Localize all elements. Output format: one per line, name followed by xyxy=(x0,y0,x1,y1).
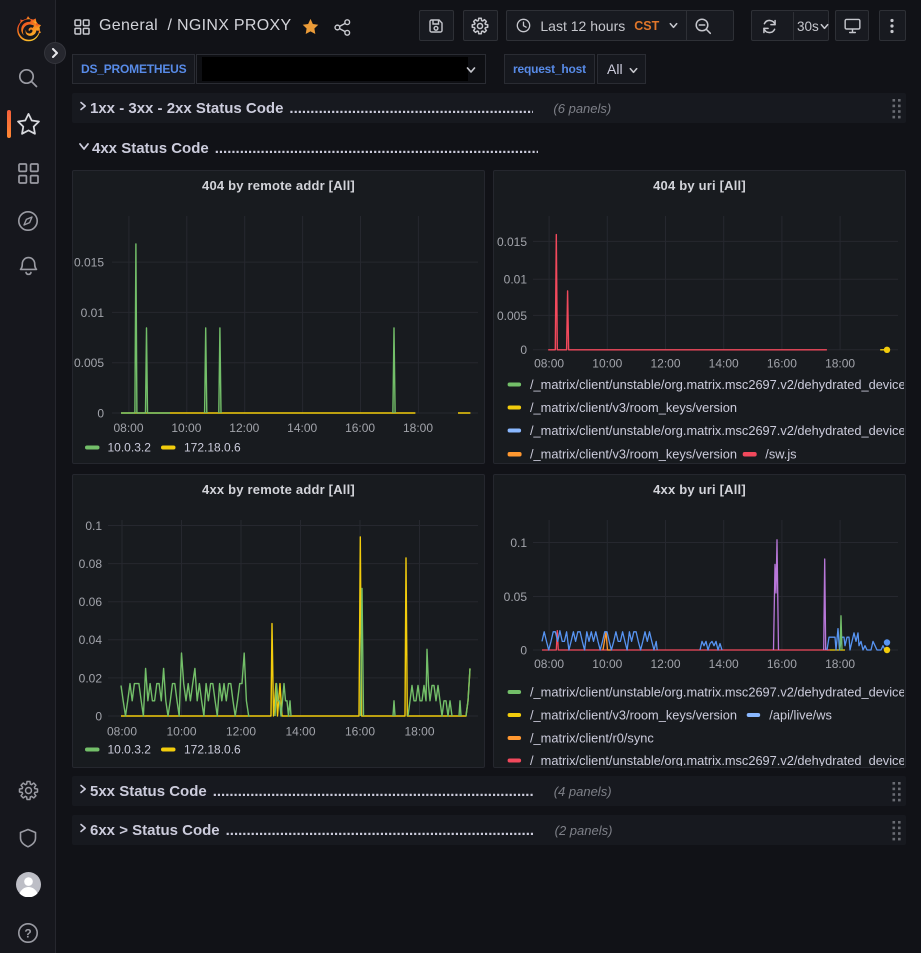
svg-text:0.02: 0.02 xyxy=(79,671,103,685)
svg-text:10:00: 10:00 xyxy=(166,725,196,739)
svg-text:12:00: 12:00 xyxy=(650,657,680,671)
svg-text:12:00: 12:00 xyxy=(650,357,680,371)
svg-text:/_matrix/client/unstable/org.m: /_matrix/client/unstable/org.matrix.msc2… xyxy=(530,684,904,699)
svg-text:0.08: 0.08 xyxy=(79,557,103,571)
svg-text:18:00: 18:00 xyxy=(403,421,433,435)
svg-text:172.18.0.6: 172.18.0.6 xyxy=(184,743,241,757)
svg-text:08:00: 08:00 xyxy=(534,657,564,671)
svg-text:10:00: 10:00 xyxy=(592,357,622,371)
svg-text:/_matrix/client/r0/sync: /_matrix/client/r0/sync xyxy=(530,730,654,745)
svg-text:/_matrix/client/v3/room_keys/v: /_matrix/client/v3/room_keys/version xyxy=(530,446,737,461)
svg-text:0.1: 0.1 xyxy=(510,536,527,550)
svg-text:14:00: 14:00 xyxy=(709,657,739,671)
svg-text:18:00: 18:00 xyxy=(825,657,855,671)
svg-text:0: 0 xyxy=(97,406,104,420)
svg-text:0.01: 0.01 xyxy=(81,306,105,320)
svg-text:0: 0 xyxy=(520,343,527,357)
svg-text:08:00: 08:00 xyxy=(113,421,143,435)
svg-text:18:00: 18:00 xyxy=(404,725,434,739)
svg-text:10.0.3.2: 10.0.3.2 xyxy=(108,743,152,757)
svg-text:0.04: 0.04 xyxy=(79,633,103,647)
svg-text:0.015: 0.015 xyxy=(497,235,527,249)
svg-text:0.1: 0.1 xyxy=(85,519,102,533)
svg-text:/api/live/ws: /api/live/ws xyxy=(769,707,832,722)
svg-text:14:00: 14:00 xyxy=(285,725,315,739)
svg-text:0: 0 xyxy=(95,709,102,723)
svg-text:10.0.3.2: 10.0.3.2 xyxy=(108,441,152,455)
svg-text:16:00: 16:00 xyxy=(767,657,797,671)
svg-text:10:00: 10:00 xyxy=(171,421,201,435)
svg-text:10:00: 10:00 xyxy=(592,657,622,671)
svg-text:12:00: 12:00 xyxy=(229,421,259,435)
svg-text:/_matrix/client/unstable/org.m: /_matrix/client/unstable/org.matrix.msc2… xyxy=(530,423,904,438)
svg-text:0.015: 0.015 xyxy=(74,256,104,270)
svg-text:12:00: 12:00 xyxy=(226,725,256,739)
svg-text:0: 0 xyxy=(520,643,527,657)
svg-text:0.06: 0.06 xyxy=(79,595,103,609)
svg-text:/sw.js: /sw.js xyxy=(765,446,796,461)
svg-text:08:00: 08:00 xyxy=(107,725,137,739)
svg-text:0.05: 0.05 xyxy=(504,590,528,604)
svg-text:0.01: 0.01 xyxy=(504,273,528,287)
svg-text:/_matrix/client/unstable/org.m: /_matrix/client/unstable/org.matrix.msc2… xyxy=(530,377,904,392)
svg-text:/_matrix/client/unstable/org.m: /_matrix/client/unstable/org.matrix.msc2… xyxy=(530,753,904,766)
svg-text:14:00: 14:00 xyxy=(287,421,317,435)
svg-text:/_matrix/client/v3/room_keys/v: /_matrix/client/v3/room_keys/version xyxy=(530,707,737,722)
svg-text:0.005: 0.005 xyxy=(74,356,104,370)
svg-text:16:00: 16:00 xyxy=(345,421,375,435)
svg-text:?: ? xyxy=(24,926,31,940)
svg-text:18:00: 18:00 xyxy=(825,357,855,371)
svg-text:0.005: 0.005 xyxy=(497,309,527,323)
svg-text:16:00: 16:00 xyxy=(767,357,797,371)
svg-text:/_matrix/client/v3/room_keys/v: /_matrix/client/v3/room_keys/version xyxy=(530,400,737,415)
svg-text:14:00: 14:00 xyxy=(709,357,739,371)
svg-text:16:00: 16:00 xyxy=(345,725,375,739)
svg-text:172.18.0.6: 172.18.0.6 xyxy=(184,441,241,455)
svg-text:08:00: 08:00 xyxy=(534,357,564,371)
